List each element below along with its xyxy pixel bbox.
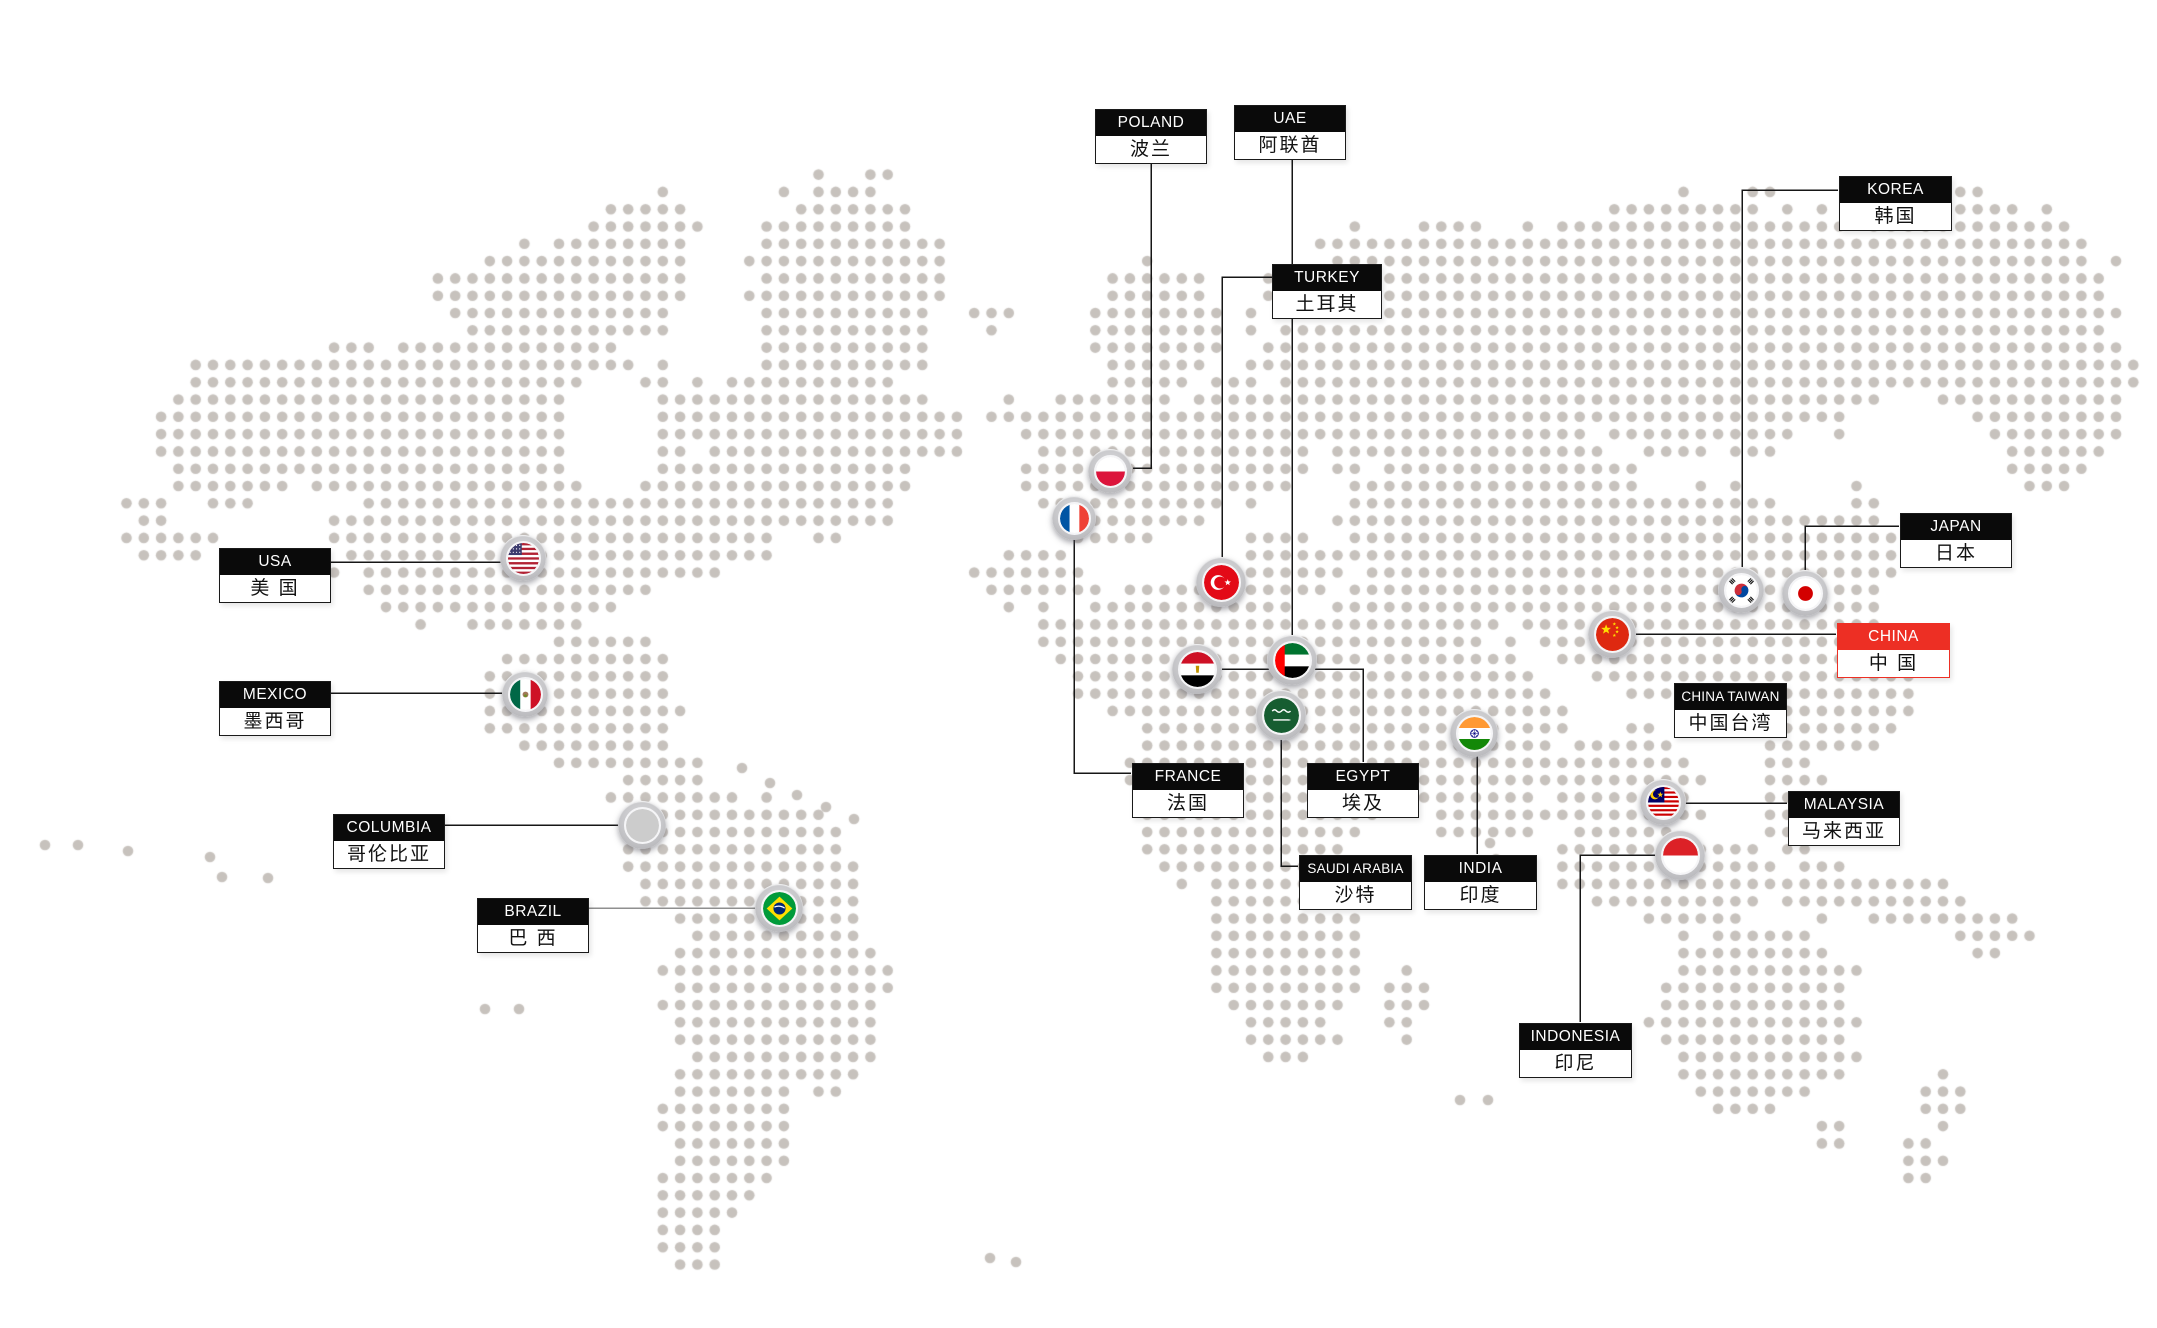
japan-label-zh: 日本 <box>1934 543 1977 564</box>
france-label-en: FRANCE <box>1133 764 1243 790</box>
malaysia-label-zh: 马来西亚 <box>1801 821 1886 842</box>
columbia-flag-marker[interactable] <box>618 801 666 849</box>
japan-connector-line <box>1804 525 1899 572</box>
china-label-zh: 中 国 <box>1868 653 1919 674</box>
china-label: CHINA 中 国 <box>1837 623 1950 678</box>
turkey-label: TURKEY 土耳其 <box>1272 264 1382 319</box>
china-flag-marker[interactable] <box>1588 610 1636 658</box>
india-flag-icon <box>1455 714 1493 752</box>
turkey-flag-marker[interactable] <box>1196 557 1246 607</box>
indonesia-label-zh: 印尼 <box>1554 1053 1597 1074</box>
korea-label-en: KOREA <box>1840 177 1951 203</box>
india-label-zh: 印度 <box>1459 885 1502 906</box>
japan-label-en: JAPAN <box>1901 514 2011 540</box>
france-connector-line <box>1073 540 1131 774</box>
saudi-arabia-flag-icon <box>1261 695 1301 735</box>
malaysia-flag-marker[interactable] <box>1640 779 1686 825</box>
poland-label: POLAND 波兰 <box>1095 109 1207 164</box>
indonesia-label-en: INDONESIA <box>1520 1024 1631 1050</box>
colombia-flag-icon <box>623 806 661 844</box>
korea-flag-marker[interactable] <box>1718 567 1764 613</box>
usa-label-zh: 美 国 <box>250 578 300 599</box>
saudi-arabia-label: SAUDI ARABIA 沙特 <box>1299 855 1412 910</box>
saudi-arabia-connector-line <box>1280 737 1298 867</box>
france-flag-icon <box>1057 501 1091 535</box>
mexico-flag-icon <box>507 676 543 712</box>
egypt-label-zh: 埃及 <box>1341 793 1384 814</box>
usa-label: USA 美 国 <box>219 548 331 603</box>
columbia-label: COLUMBIA 哥伦比亚 <box>333 814 445 869</box>
brazil-label-zh: 巴 西 <box>508 928 558 949</box>
uae-label-en: UAE <box>1235 106 1345 132</box>
france-label: FRANCE 法国 <box>1132 763 1244 818</box>
france-flag-marker[interactable] <box>1052 496 1096 540</box>
uae-flag-icon <box>1272 640 1312 680</box>
poland-label-en: POLAND <box>1096 110 1206 136</box>
usa-flag-icon <box>505 540 541 576</box>
egypt-flag-icon <box>1177 649 1217 689</box>
turkey-connector-line <box>1221 276 1272 560</box>
france-label-zh: 法国 <box>1166 793 1209 814</box>
uae-label-zh: 阿联酋 <box>1258 135 1322 156</box>
malaysia-label-en: MALAYSIA <box>1789 792 1899 818</box>
indonesia-label: INDONESIA 印尼 <box>1519 1023 1632 1078</box>
mexico-label-zh: 墨西哥 <box>243 711 307 732</box>
india-label: INDIA 印度 <box>1424 855 1537 910</box>
egypt-label: EGYPT 埃及 <box>1307 763 1419 818</box>
china-flag-icon <box>1593 615 1631 653</box>
poland-connector-line <box>1133 162 1152 469</box>
korea-label-zh: 韩国 <box>1874 206 1917 227</box>
china-taiwan-label-zh: 中国台湾 <box>1688 713 1773 734</box>
brazil-flag-icon <box>760 889 798 927</box>
mexico-label-en: MEXICO <box>220 682 330 708</box>
egypt-flag-marker[interactable] <box>1172 644 1222 694</box>
turkey-label-en: TURKEY <box>1273 265 1381 291</box>
brazil-flag-marker[interactable] <box>755 884 803 932</box>
egypt-connector-line <box>1219 668 1364 762</box>
columbia-label-zh: 哥伦比亚 <box>346 844 431 865</box>
india-flag-marker[interactable] <box>1450 709 1498 757</box>
turkey-flag-icon <box>1201 562 1241 602</box>
china-taiwan-label-en: CHINA TAIWAN <box>1675 684 1786 710</box>
brazil-label-en: BRAZIL <box>478 899 588 925</box>
japan-label: JAPAN 日本 <box>1900 513 2012 568</box>
korea-label: KOREA 韩国 <box>1839 176 1952 231</box>
uae-label: UAE 阿联酋 <box>1234 105 1346 160</box>
china-label-en: CHINA <box>1838 624 1949 650</box>
poland-flag-marker[interactable] <box>1088 449 1132 493</box>
poland-label-zh: 波兰 <box>1129 139 1172 160</box>
korea-connector-line <box>1741 189 1838 568</box>
malaysia-flag-icon <box>1645 784 1681 820</box>
columbia-label-en: COLUMBIA <box>334 815 444 841</box>
japan-flag-marker[interactable] <box>1782 570 1828 616</box>
saudi-arabia-label-en: SAUDI ARABIA <box>1300 856 1411 882</box>
saudi-arabia-label-zh: 沙特 <box>1334 885 1377 906</box>
usa-flag-marker[interactable] <box>500 535 546 581</box>
egypt-label-en: EGYPT <box>1308 764 1418 790</box>
japan-flag-icon <box>1787 575 1823 611</box>
malaysia-label: MALAYSIA 马来西亚 <box>1788 791 1900 846</box>
indonesia-connector-line <box>1579 854 1657 1022</box>
usa-label-en: USA <box>220 549 330 575</box>
turkey-label-zh: 土耳其 <box>1295 294 1359 315</box>
china-taiwan-label: CHINA TAIWAN 中国台湾 <box>1674 683 1787 738</box>
saudi-arabia-flag-marker[interactable] <box>1256 690 1306 740</box>
brazil-label: BRAZIL 巴 西 <box>477 898 589 953</box>
uae-flag-marker[interactable] <box>1267 635 1317 685</box>
poland-flag-icon <box>1093 454 1127 488</box>
korea-flag-icon <box>1723 572 1759 608</box>
indonesia-flag-icon <box>1660 835 1700 875</box>
india-label-en: INDIA <box>1425 856 1536 882</box>
mexico-flag-marker[interactable] <box>502 671 548 717</box>
indonesia-flag-marker[interactable] <box>1655 830 1705 880</box>
mexico-label: MEXICO 墨西哥 <box>219 681 331 736</box>
